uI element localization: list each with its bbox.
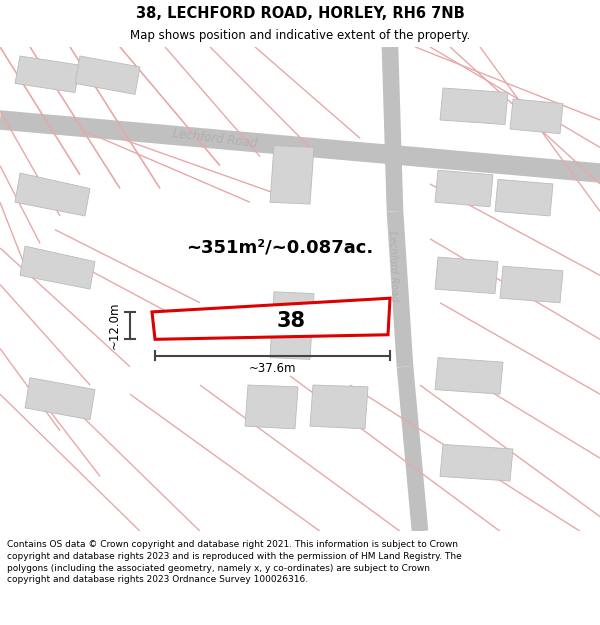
Text: Contains OS data © Crown copyright and database right 2021. This information is : Contains OS data © Crown copyright and d…	[7, 540, 462, 584]
Polygon shape	[510, 99, 563, 134]
Polygon shape	[270, 146, 314, 204]
Polygon shape	[270, 292, 314, 359]
Polygon shape	[20, 246, 95, 289]
Polygon shape	[310, 385, 368, 429]
Polygon shape	[75, 56, 140, 94]
Text: ~351m²/~0.087ac.: ~351m²/~0.087ac.	[187, 239, 374, 257]
Polygon shape	[245, 385, 298, 429]
Text: 38: 38	[277, 311, 306, 331]
Polygon shape	[440, 444, 513, 481]
Text: 38, LECHFORD ROAD, HORLEY, RH6 7NB: 38, LECHFORD ROAD, HORLEY, RH6 7NB	[136, 6, 464, 21]
Text: Lechford Road: Lechford Road	[387, 231, 399, 302]
Polygon shape	[495, 179, 553, 216]
Polygon shape	[15, 173, 90, 216]
Text: Map shows position and indicative extent of the property.: Map shows position and indicative extent…	[130, 29, 470, 42]
Polygon shape	[152, 298, 390, 339]
Text: Lechford Road: Lechford Road	[172, 127, 258, 150]
Text: ~12.0m: ~12.0m	[107, 302, 121, 349]
Polygon shape	[15, 56, 80, 92]
Polygon shape	[25, 378, 95, 420]
Polygon shape	[440, 88, 508, 124]
Polygon shape	[435, 257, 498, 294]
Polygon shape	[500, 266, 563, 302]
Text: ~37.6m: ~37.6m	[249, 362, 296, 375]
Polygon shape	[435, 170, 493, 207]
Polygon shape	[435, 357, 503, 394]
